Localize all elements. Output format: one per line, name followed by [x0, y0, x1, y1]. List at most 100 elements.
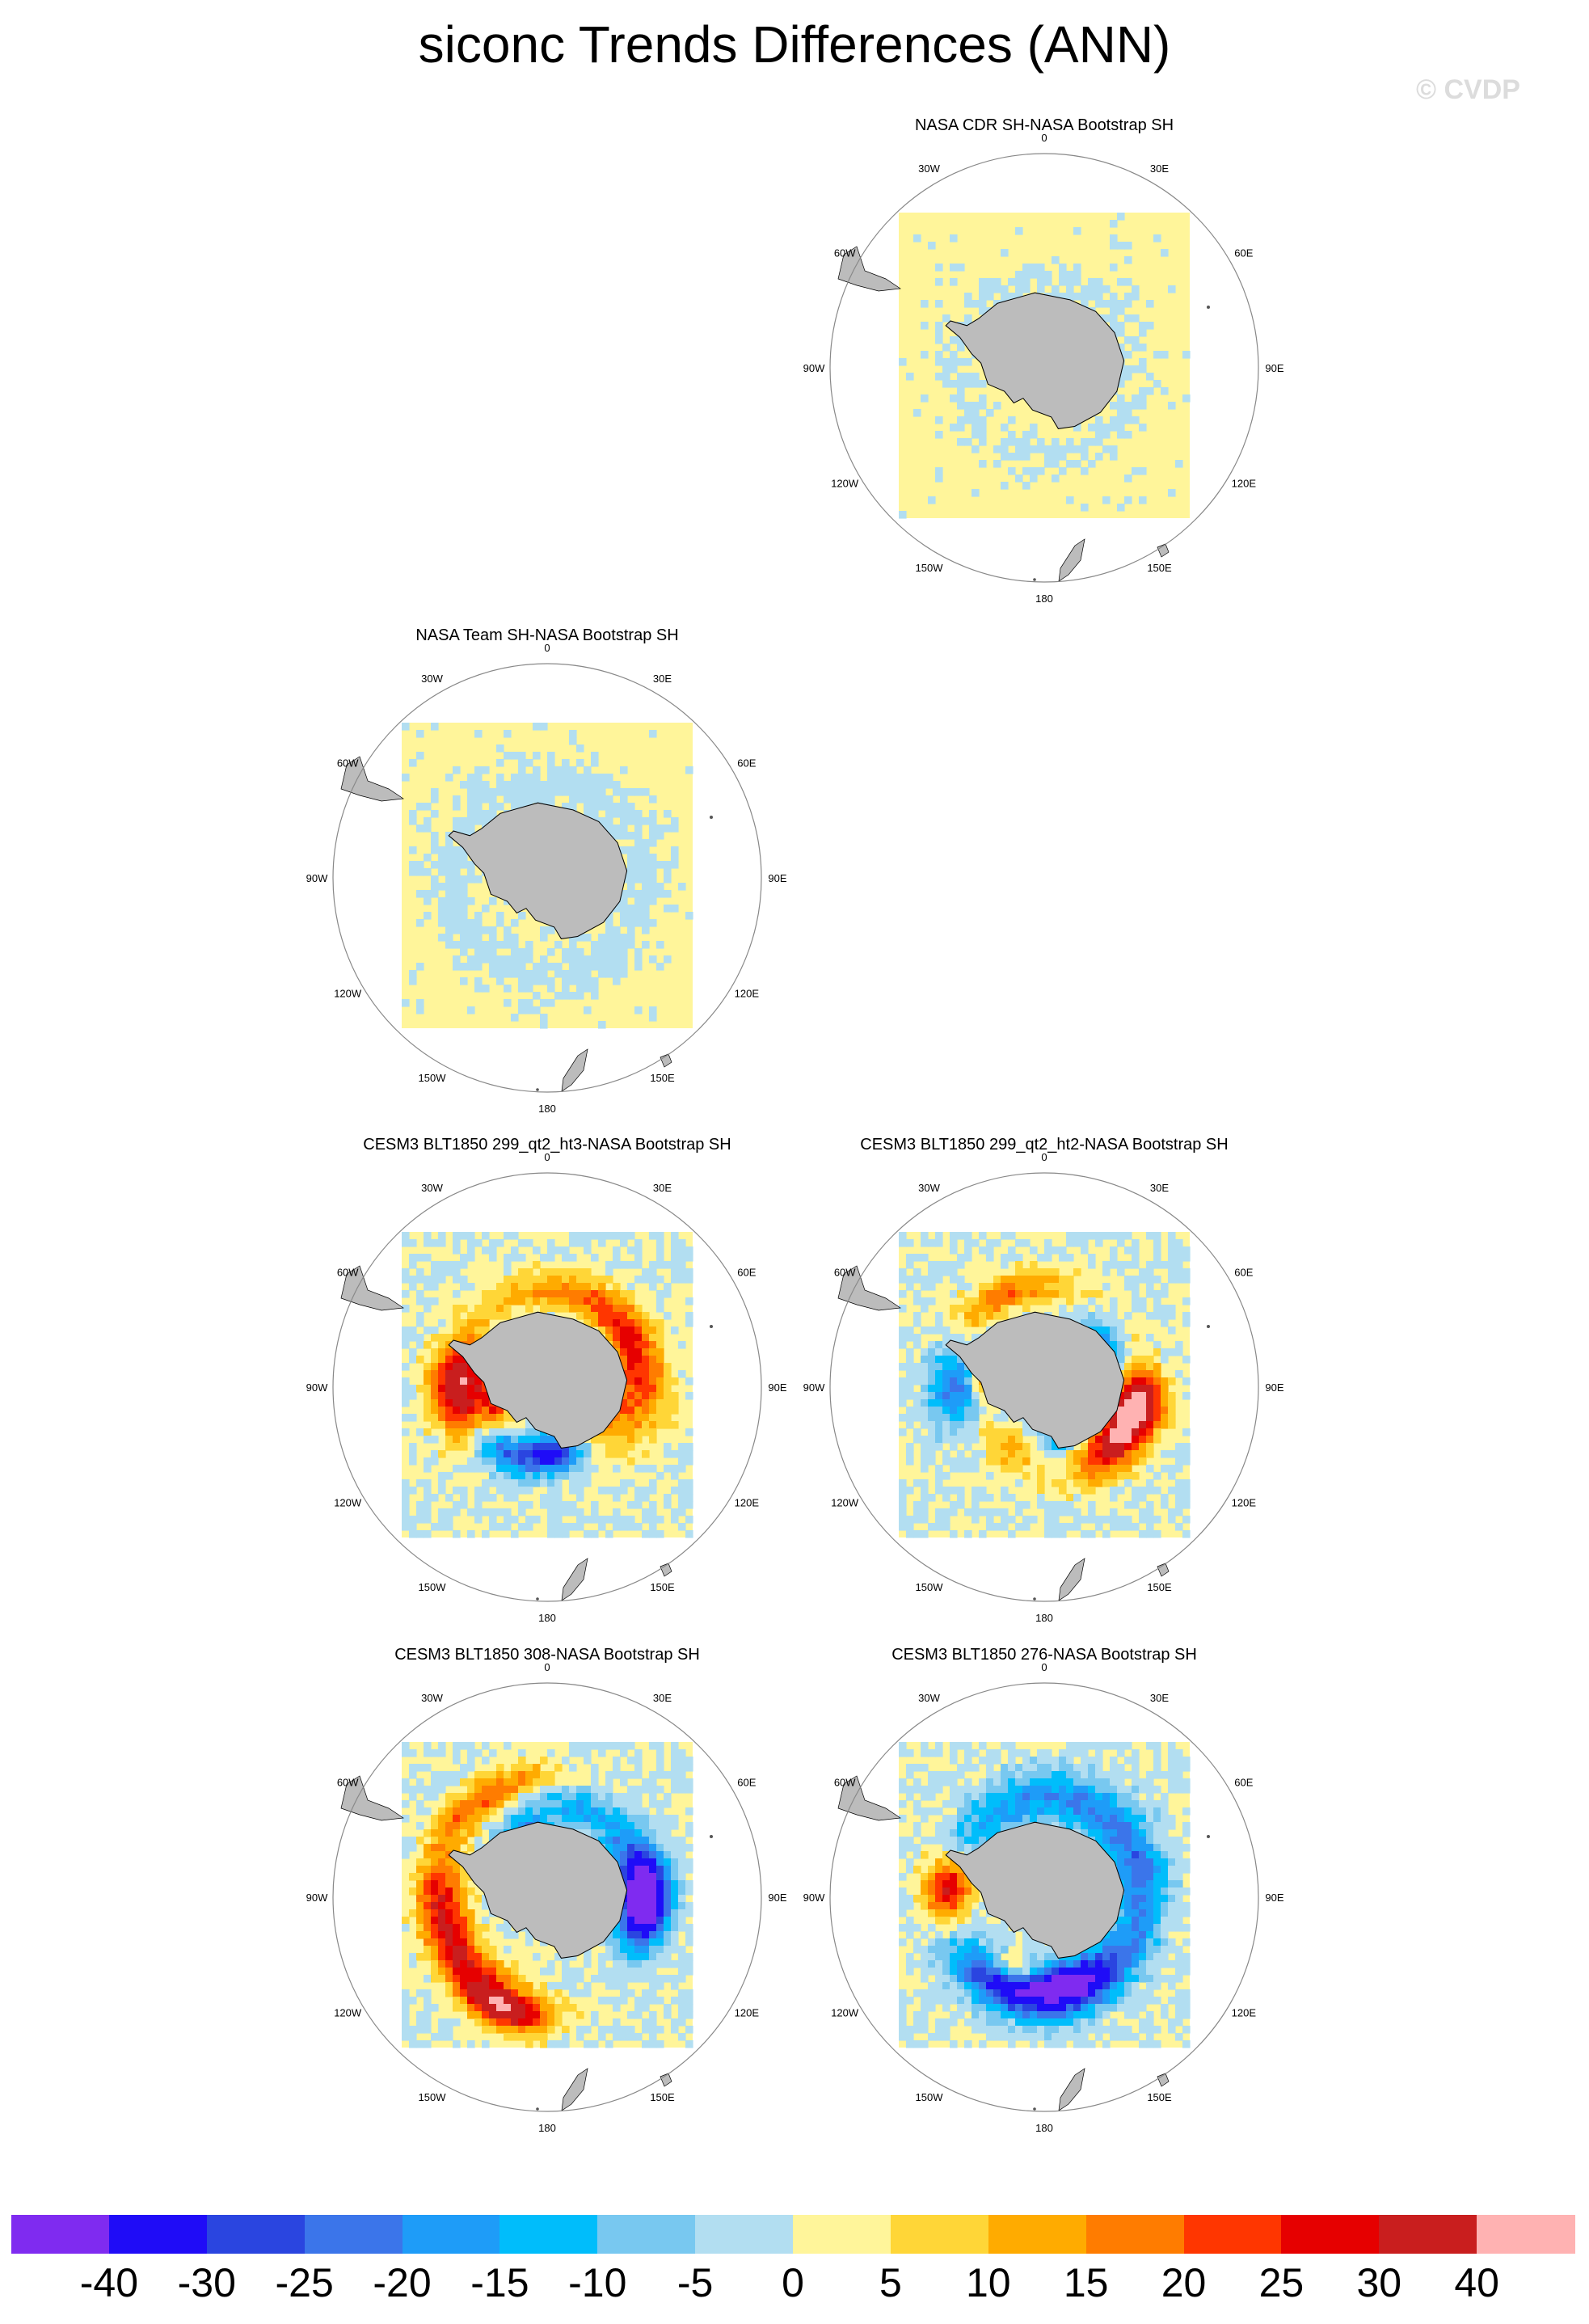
- longitude-label: 30W: [918, 1692, 940, 1704]
- colorbar-swatch: [304, 2215, 403, 2254]
- longitude-label: 30E: [1150, 1692, 1169, 1704]
- tasmania-landmass: [660, 1053, 672, 1068]
- longitude-label: 60W: [834, 1777, 856, 1789]
- longitude-label: 90E: [1265, 1892, 1283, 1904]
- tasmania-landmass: [1157, 2073, 1170, 2087]
- colorbar-label: -25: [275, 2260, 334, 2305]
- polar-map: 0 30E 60E 90E 120E 150E 180 150W 120W 90W 60W 30W: [803, 1151, 1284, 1624]
- colorbar-label: 20: [1161, 2260, 1207, 2305]
- longitude-label: 90W: [803, 1381, 825, 1394]
- longitude-label: 30W: [421, 1692, 443, 1704]
- panel-cesm3-ht2: CESM3 BLT1850 299_qt2_ht2-NASA Bootstrap…: [778, 1132, 1311, 1642]
- colorbar-label: 5: [879, 2260, 902, 2305]
- colorbar-label: 0: [782, 2260, 804, 2305]
- longitude-label: 150E: [1147, 1581, 1172, 1593]
- colorbar-label: -10: [568, 2260, 627, 2305]
- longitude-label: 0: [1041, 1151, 1047, 1163]
- polar-map: 0 30E 60E 90E 120E 150E 180 150W 120W 90W 60W 30W: [306, 1661, 787, 2134]
- island-dot: [710, 1835, 713, 1838]
- tasmania-landmass: [1157, 543, 1170, 558]
- south-america-landmass: [340, 756, 404, 802]
- map-boundary: [829, 1172, 1259, 1602]
- colorbar-swatch: [1183, 2215, 1282, 2254]
- longitude-label: 60W: [337, 1267, 359, 1279]
- map-boundary: [829, 153, 1259, 583]
- south-america-landmass: [837, 1265, 901, 1311]
- longitude-label: 0: [544, 642, 550, 654]
- panel-title: CESM3 BLT1850 276-NASA Bootstrap SH: [891, 1646, 1197, 1664]
- longitude-label: 150W: [916, 562, 944, 574]
- longitude-label: 90W: [306, 1381, 328, 1394]
- longitude-label: 60W: [834, 247, 856, 259]
- island-dot: [536, 2107, 539, 2111]
- longitude-label: 0: [544, 1661, 550, 1673]
- longitude-label: 90E: [1265, 1381, 1283, 1394]
- colorbar-label: -20: [373, 2260, 432, 2305]
- longitude-label: 120E: [1232, 2007, 1257, 2019]
- south-america-landmass: [837, 1775, 901, 1821]
- panel-title: CESM3 BLT1850 299_qt2_ht3-NASA Bootstrap…: [363, 1136, 731, 1154]
- longitude-label: 120E: [1232, 478, 1257, 490]
- colorbar-label: -5: [676, 2260, 714, 2305]
- longitude-label: 120W: [334, 1497, 362, 1509]
- polar-map: 0 30E 60E 90E 120E 150E 180 150W 120W 90W 60W 30W: [306, 642, 787, 1115]
- island-dot: [1033, 578, 1036, 581]
- longitude-label: 60E: [1234, 247, 1253, 259]
- island-dot: [1033, 2107, 1036, 2111]
- longitude-label: 30E: [1150, 1182, 1169, 1194]
- longitude-label: 30E: [653, 1692, 672, 1704]
- colorbar-label: 15: [1063, 2260, 1109, 2305]
- longitude-label: 180: [538, 1612, 556, 1624]
- longitude-label: 120E: [1232, 1497, 1257, 1509]
- longitude-label: 150E: [1147, 2091, 1172, 2103]
- colorbar: [11, 2215, 1575, 2254]
- tasmania-landmass: [660, 1563, 672, 1577]
- antarctica-landmass: [945, 1821, 1125, 1959]
- longitude-label: 180: [538, 1103, 556, 1115]
- panel-cesm3-308: CESM3 BLT1850 308-NASA Bootstrap SH 0 30E…: [280, 1643, 814, 2152]
- panel-cesm3-ht3: CESM3 BLT1850 299_qt2_ht3-NASA Bootstrap…: [280, 1132, 814, 1642]
- longitude-label: 60E: [1234, 1777, 1253, 1789]
- longitude-label: 150E: [650, 1072, 675, 1084]
- longitude-label: 180: [1035, 1612, 1053, 1624]
- panel-nasa-team: NASA Team SH-NASA Bootstrap SH 0 30E 60E 90…: [280, 623, 814, 1132]
- colorbar-label: -30: [177, 2260, 236, 2305]
- longitude-label: 30W: [421, 1182, 443, 1194]
- longitude-label: 90E: [1265, 362, 1283, 374]
- south-america-landmass: [340, 1775, 404, 1821]
- map-boundary: [829, 1682, 1259, 2112]
- longitude-label: 120E: [735, 2007, 760, 2019]
- island-dot: [1207, 1835, 1210, 1838]
- new-zealand-landmass: [1058, 2068, 1085, 2111]
- island-dot: [536, 1597, 539, 1601]
- colorbar-label: -15: [470, 2260, 529, 2305]
- longitude-label: 60W: [337, 1777, 359, 1789]
- colorbar-swatch: [793, 2215, 891, 2254]
- map-boundary: [332, 663, 762, 1093]
- longitude-label: 150E: [650, 2091, 675, 2103]
- longitude-label: 120E: [735, 1497, 760, 1509]
- longitude-label: 120W: [831, 1497, 859, 1509]
- longitude-label: 0: [1041, 132, 1047, 144]
- longitude-label: 120W: [831, 478, 859, 490]
- new-zealand-landmass: [561, 1558, 588, 1601]
- polar-map: 0 30E 60E 90E 120E 150E 180 150W 120W 90W 60W 30W: [803, 1661, 1284, 2134]
- new-zealand-landmass: [561, 2068, 588, 2111]
- colorbar-swatch: [695, 2215, 794, 2254]
- polar-map: 0 30E 60E 90E 120E 150E 180 150W 120W 90W 60W 30W: [306, 1151, 787, 1624]
- colorbar-label: -40: [79, 2260, 139, 2305]
- longitude-label: 150W: [916, 1581, 944, 1593]
- longitude-label: 120E: [735, 988, 760, 1000]
- antarctica-landmass: [448, 1311, 628, 1449]
- colorbar-swatch: [206, 2215, 306, 2254]
- longitude-label: 30W: [421, 673, 443, 685]
- longitude-label: 180: [1035, 593, 1053, 605]
- island-dot: [536, 1088, 539, 1091]
- longitude-label: 180: [1035, 2122, 1053, 2134]
- new-zealand-landmass: [1058, 538, 1085, 582]
- colorbar-label: 25: [1258, 2260, 1304, 2305]
- longitude-label: 60E: [1234, 1267, 1253, 1279]
- longitude-label: 0: [544, 1151, 550, 1163]
- antarctica-landmass: [448, 802, 628, 939]
- longitude-label: 30E: [653, 673, 672, 685]
